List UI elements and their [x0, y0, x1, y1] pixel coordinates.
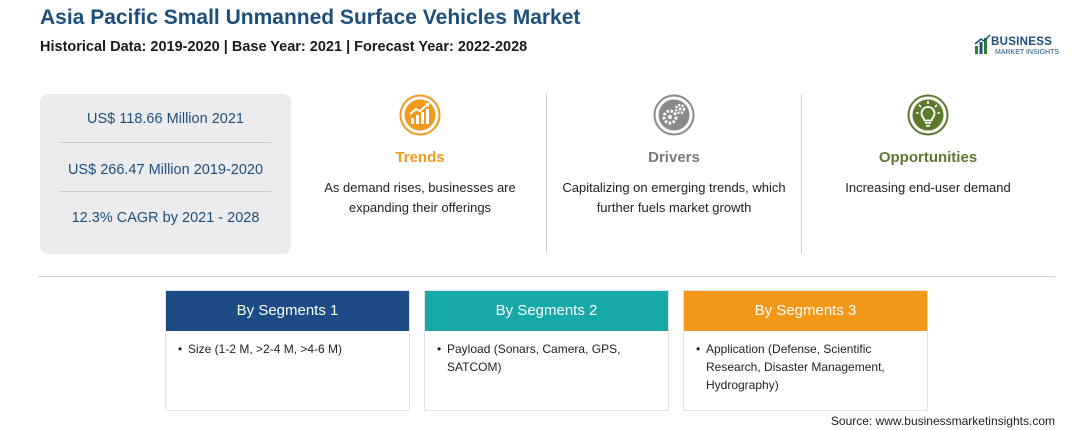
trends-heading: Trends [395, 149, 445, 166]
column-divider [546, 94, 547, 254]
logo-tagline: MARKET INSIGHTS [995, 49, 1060, 56]
stat-market-value-2021: US$ 118.66 Million 2021 [87, 111, 244, 127]
stat-divider [60, 191, 271, 192]
trend-chart-icon [399, 94, 441, 136]
segment-1-header: By Segments 1 [166, 291, 409, 331]
segment-card-1: By Segments 1 • Size (1-2 M, >2-4 M, >4-… [165, 290, 410, 411]
logo-bars-icon [974, 34, 991, 54]
bullet-icon: • [696, 342, 701, 356]
segment-2-body: • Payload (Sonars, Camera, GPS, SATCOM) [425, 331, 668, 376]
segment-2-item: Payload (Sonars, Camera, GPS, SATCOM) [447, 342, 621, 374]
opportunities-heading: Opportunities [878, 149, 978, 166]
segment-3-item: Application (Defense, Scientific Researc… [706, 342, 885, 392]
segment-card-3: By Segments 3 • Application (Defense, Sc… [683, 290, 928, 411]
trends-text: As demand rises, businesses are expandin… [324, 180, 516, 215]
drivers-text: Capitalizing on emerging trends, which f… [562, 180, 786, 215]
trends-card: Trends As demand rises, businesses are e… [308, 94, 532, 254]
opportunities-card: Opportunities Increasing end-user demand [816, 94, 1040, 254]
drivers-card: Drivers Capitalizing on emerging trends,… [560, 94, 788, 254]
section-divider [38, 276, 1055, 277]
stat-divider [60, 142, 271, 143]
opportunities-text: Increasing end-user demand [845, 180, 1011, 195]
bullet-icon: • [178, 342, 183, 356]
stat-cagr: 12.3% CAGR by 2021 - 2028 [71, 210, 260, 226]
segment-card-2: By Segments 2 • Payload (Sonars, Camera,… [424, 290, 669, 411]
segment-1-item: Size (1-2 M, >2-4 M, >4-6 M) [188, 342, 343, 356]
lightbulb-icon [907, 94, 949, 136]
business-market-insights-logo[interactable]: BUSINESS MARKET INSIGHTS [974, 34, 1060, 60]
column-divider [801, 94, 802, 254]
segment-1-body: • Size (1-2 M, >2-4 M, >4-6 M) [166, 331, 409, 358]
gears-icon [653, 94, 695, 136]
segment-2-header: By Segments 2 [425, 291, 668, 331]
segment-3-body: • Application (Defense, Scientific Resea… [684, 331, 927, 394]
logo-text: BUSINESS [991, 36, 1053, 48]
drivers-heading: Drivers [648, 149, 700, 166]
segment-3-header: By Segments 3 [684, 291, 927, 331]
source-note: Source: www.businessmarketinsights.com [830, 414, 1055, 428]
market-stats-panel: US$ 118.66 Million 2021 US$ 266.47 Milli… [40, 94, 291, 254]
page-title: Asia Pacific Small Unmanned Surface Vehi… [40, 6, 581, 29]
stat-market-value-historical: US$ 266.47 Million 2019-2020 [67, 162, 264, 178]
bullet-icon: • [437, 342, 442, 356]
page-subtitle: Historical Data: 2019-2020 | Base Year: … [40, 39, 528, 55]
